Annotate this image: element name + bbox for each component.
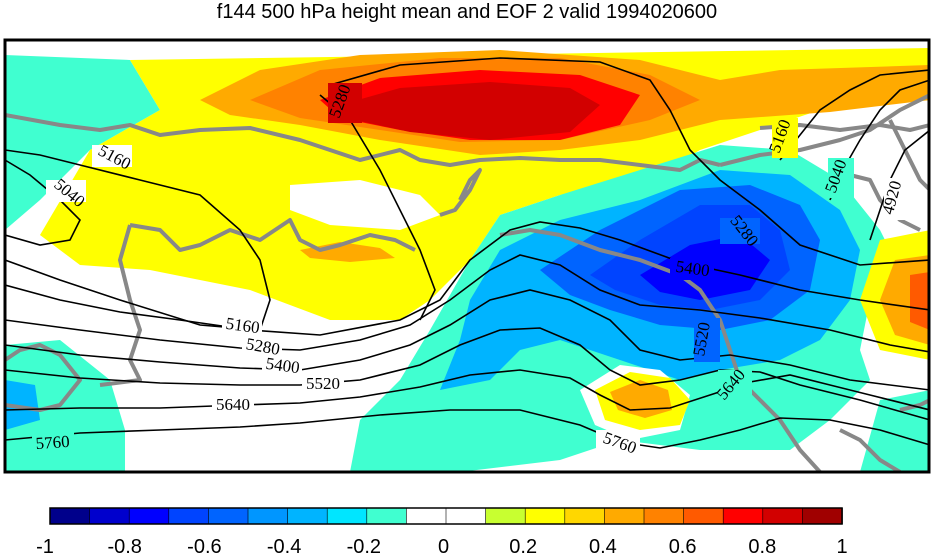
contour-5400 <box>5 289 929 391</box>
contour-5760 <box>5 409 929 449</box>
colorbar-tick-label: 0 <box>437 536 450 558</box>
colorbar-swatch <box>683 507 724 525</box>
colorbar-tick-label: -0.2 <box>346 536 382 558</box>
contour-label: 5760 <box>35 432 70 453</box>
colorbar-frame <box>49 507 843 525</box>
colorbar-swatch <box>128 507 170 525</box>
contour-5160 <box>5 221 929 336</box>
shade-neg-cyan-right <box>860 390 929 472</box>
map-title: f144 500 hPa height mean and EOF 2 valid… <box>216 1 718 23</box>
colorbar-swatch <box>208 507 249 525</box>
colorbar-swatch <box>247 507 289 525</box>
contour-5520 <box>5 327 929 421</box>
contour-label: 5640 <box>216 395 250 414</box>
contour-5040-west <box>5 159 81 246</box>
colorbar-swatch <box>406 507 447 525</box>
map-frame <box>3 38 931 474</box>
contour-label: 5520 <box>306 374 340 393</box>
colorbar-tick-label: 1 <box>836 536 848 558</box>
colorbar-tick-label: -0.4 <box>266 536 302 558</box>
eof-shading: 5280 5160 5040 5160 5280 5400 5520 5640 … <box>5 40 929 472</box>
contour-label: 5400 <box>265 354 301 378</box>
colorbar-swatch <box>445 507 487 525</box>
colorbar-swatch <box>49 507 91 525</box>
colorbar-swatch <box>564 507 606 525</box>
contour-5280 <box>5 254 929 353</box>
shade-pos-right-orange2 <box>910 272 929 330</box>
contour-labels: 5280 5160 5040 5160 5280 5400 5520 5640 … <box>32 82 910 458</box>
colorbar-swatch <box>89 507 130 525</box>
colorbar-swatch <box>485 507 527 525</box>
colorbar-tick-label: 0.4 <box>588 536 617 558</box>
shade-neg-left-bottom-blue <box>5 380 40 430</box>
colorbar-swatch <box>604 507 645 525</box>
shade-pos-darkred <box>340 82 600 140</box>
colorbar-tick-label: -0.8 <box>107 536 142 558</box>
colorbar-tick-label: 0.6 <box>668 536 697 558</box>
shade-white-hole <box>290 180 440 230</box>
contour-label: 5400 <box>675 257 711 281</box>
colorbar-tick-label: -0.6 <box>187 536 222 558</box>
colorbar <box>49 507 843 525</box>
colorbar-swatch <box>326 507 368 525</box>
shade-pos-small-orange <box>300 242 395 262</box>
contour-label: 5160 <box>225 314 261 338</box>
colorbar-tick-label: 0.8 <box>748 536 777 558</box>
contour-5160-west <box>5 149 271 331</box>
colorbar-swatch <box>643 507 685 525</box>
colorbar-swatch <box>366 507 408 525</box>
colorbar-tick-label: 0.2 <box>509 536 538 558</box>
colorbar-swatch <box>802 507 843 525</box>
colorbar-swatch <box>762 507 804 525</box>
colorbar-swatch <box>168 507 210 525</box>
colorbar-swatch <box>287 507 329 525</box>
colorbar-tick-label: -1 <box>36 536 54 558</box>
colorbar-swatch <box>722 507 764 525</box>
colorbar-swatch <box>524 507 566 525</box>
